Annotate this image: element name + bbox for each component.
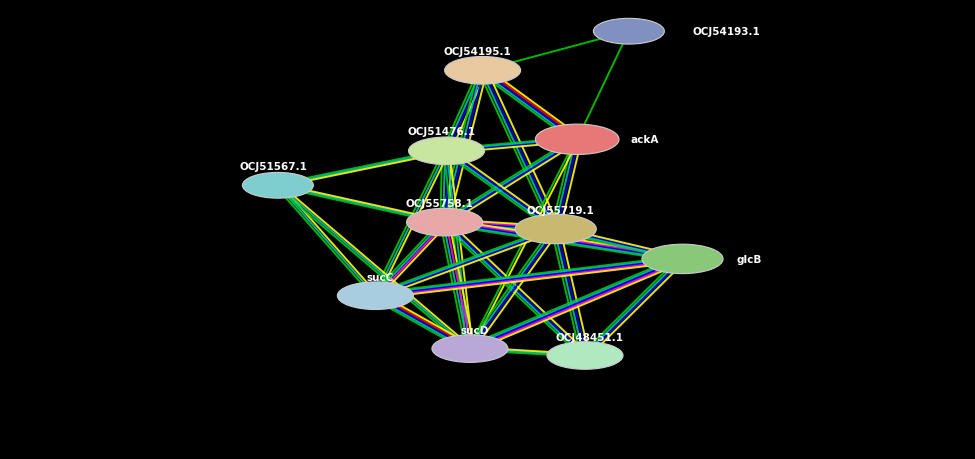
Text: ackA: ackA (631, 135, 659, 145)
Ellipse shape (515, 215, 597, 244)
Text: sucC: sucC (367, 273, 394, 283)
Text: OCJ51476.1: OCJ51476.1 (408, 127, 476, 137)
Ellipse shape (642, 245, 723, 274)
Ellipse shape (409, 138, 485, 165)
Ellipse shape (407, 209, 483, 236)
Ellipse shape (535, 125, 619, 155)
Text: OCJ54195.1: OCJ54195.1 (444, 47, 512, 57)
Ellipse shape (547, 342, 623, 369)
Ellipse shape (432, 335, 508, 363)
Text: OCJ48451.1: OCJ48451.1 (556, 332, 624, 342)
Text: sucD: sucD (460, 325, 489, 336)
Text: glcB: glcB (736, 254, 761, 264)
Text: OCJ55719.1: OCJ55719.1 (526, 205, 595, 215)
Text: OCJ55758.1: OCJ55758.1 (406, 198, 474, 208)
Ellipse shape (337, 282, 413, 310)
Text: OCJ51567.1: OCJ51567.1 (239, 162, 307, 172)
Text: OCJ54193.1: OCJ54193.1 (692, 27, 760, 37)
Ellipse shape (243, 173, 313, 199)
Ellipse shape (594, 19, 664, 45)
Ellipse shape (445, 57, 521, 85)
